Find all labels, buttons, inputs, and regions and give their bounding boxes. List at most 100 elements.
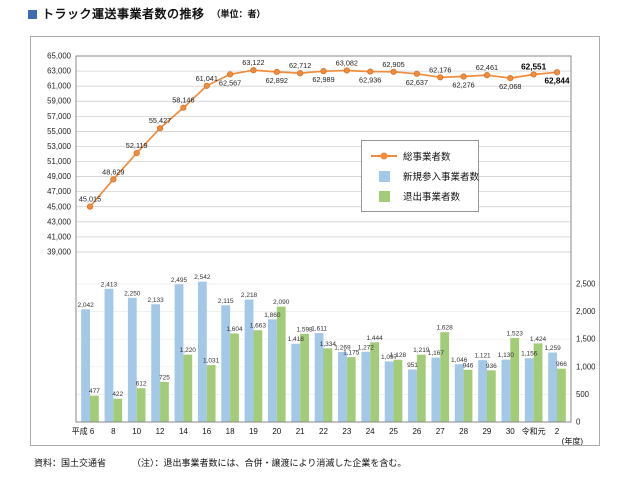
bar-value-label: 612: [136, 381, 147, 388]
bar-value-label: 1,598: [296, 326, 313, 333]
left-axis-label: 49,000: [47, 172, 72, 181]
new-entrants-swatch-icon: [379, 170, 390, 182]
bar-new-entrants: [478, 360, 487, 422]
line-series-dot-icon: [380, 152, 388, 160]
bar-exits: [300, 333, 309, 422]
x-axis-label: 25: [389, 427, 398, 436]
bar-value-label: 2,133: [148, 297, 165, 304]
legend-item-new-entrants: 新規参入事業者数: [371, 169, 479, 183]
title-unit: （単位：者）: [211, 9, 266, 19]
legend-label-total: 総事業者数: [403, 152, 451, 163]
bar-value-label: 1,628: [437, 325, 454, 332]
bar-value-label: 2,495: [171, 277, 188, 284]
left-axis-label: 51,000: [47, 157, 72, 166]
bar-value-label: 1,220: [180, 347, 197, 354]
x-axis-label: 29: [482, 427, 491, 436]
bar-value-label: 1,269: [334, 344, 351, 351]
bar-exits: [113, 398, 123, 422]
line-value-label: 61,041: [196, 74, 218, 83]
bar-value-label: 1,259: [544, 345, 561, 352]
x-axis-label: 23: [342, 427, 351, 436]
line-marker: [413, 70, 420, 77]
right-axis-label: 2,000: [576, 307, 596, 316]
bar-new-entrants: [501, 359, 511, 422]
bar-exits: [416, 354, 426, 422]
bar-exits: [206, 365, 216, 422]
bar-exits: [276, 306, 286, 422]
bar-value-label: 1,860: [264, 312, 281, 319]
bar-exits: [160, 381, 169, 422]
bar-value-label: 1,128: [390, 352, 407, 359]
bar-value-label: 936: [486, 363, 497, 370]
bar-new-entrants: [244, 299, 254, 422]
bar-value-label: 1,334: [320, 341, 337, 348]
x-axis-label: 16: [202, 427, 211, 436]
bar-value-label: 2,115: [218, 298, 234, 305]
line-value-label: 58,146: [172, 96, 194, 105]
chart-canvas: 39,000 41,000 43,000 45,000 47,000 49,000 51,0…: [47, 52, 596, 446]
bar-exits: [90, 395, 99, 422]
left-axis-label: 55,000: [47, 127, 72, 136]
bar-value-label: 2,542: [194, 274, 211, 281]
bar-exits: [230, 333, 239, 422]
bar-new-entrants: [408, 369, 417, 422]
exits-swatch-icon: [379, 190, 390, 202]
bar-value-label: 1,175: [343, 350, 360, 357]
left-axis-label: 47,000: [47, 187, 72, 196]
right-axis-label: 1,000: [576, 362, 596, 371]
right-axis-label: 1,500: [576, 335, 596, 344]
line-value-label: 52,119: [126, 141, 148, 150]
right-axis-label: 500: [576, 390, 590, 399]
chart-legend: 総事業者数 新規参入事業者数 退出事業者数: [361, 140, 479, 212]
plot-border: [75, 55, 572, 423]
bar-value-label: 1,611: [311, 326, 327, 333]
line-marker: [156, 125, 164, 132]
bar-exits: [183, 354, 193, 422]
line-marker: [390, 68, 397, 75]
line-series-marker-icon: [371, 152, 397, 160]
bar-value-label: 1,167: [428, 350, 445, 357]
legend-label-new-entrants: 新規参入事業者数: [403, 172, 480, 183]
left-axis-label: 53,000: [47, 142, 72, 151]
line-value-label: 62,176: [429, 65, 451, 74]
x-axis-label: 22: [319, 427, 328, 436]
source-note: 資料：国土交通省: [34, 458, 107, 468]
line-marker: [367, 68, 374, 75]
bar-value-label: 2,042: [77, 302, 94, 309]
legend-item-exits: 退出事業者数: [371, 189, 472, 203]
line-marker: [437, 74, 444, 81]
left-axis-label: 41,000: [47, 232, 72, 241]
bar-value-label: 2,250: [124, 290, 141, 297]
bar-new-entrants: [548, 352, 557, 422]
line-marker: [530, 71, 537, 78]
bar-value-label: 2,413: [101, 281, 118, 288]
left-axis-label: 63,000: [47, 67, 72, 76]
bar-new-entrants: [384, 361, 394, 422]
bar-value-label: 1,097: [381, 354, 398, 361]
bar-value-label: 422: [112, 391, 123, 398]
bar-new-entrants: [197, 281, 207, 422]
x-axis-label: 28: [459, 427, 468, 436]
bar-value-label: 725: [159, 374, 170, 381]
bar-exits: [510, 337, 520, 422]
line-value-label: 55,427: [149, 116, 171, 125]
line-marker: [553, 69, 561, 76]
bar-value-label: 1,604: [226, 326, 243, 333]
bar-new-entrants: [221, 305, 231, 422]
legend-item-total: 総事業者数: [371, 149, 472, 163]
footer-notes: 資料：国土交通省 （注）：退出事業者数には、合併・譲渡により消滅した企業を含む。: [34, 456, 406, 469]
x-axis-label: 30: [506, 427, 515, 436]
x-axis-label: 8: [111, 427, 116, 436]
line-marker: [180, 104, 187, 111]
line-value-label: 62,567: [219, 78, 241, 87]
x-axis-label: 令和元: [522, 426, 546, 436]
bar-value-label: 1,523: [507, 330, 524, 337]
bar-value-label: 1,130: [498, 352, 515, 359]
bar-value-label: 477: [89, 388, 100, 395]
bar-new-entrants: [361, 351, 371, 422]
total-line: [89, 69, 558, 208]
title-bullet-icon: [28, 9, 37, 19]
x-axis-label: 27: [436, 427, 445, 436]
line-value-label: 62,905: [382, 60, 404, 69]
chart-figure: 39,000 41,000 43,000 45,000 47,000 49,000 51,0…: [30, 36, 600, 446]
